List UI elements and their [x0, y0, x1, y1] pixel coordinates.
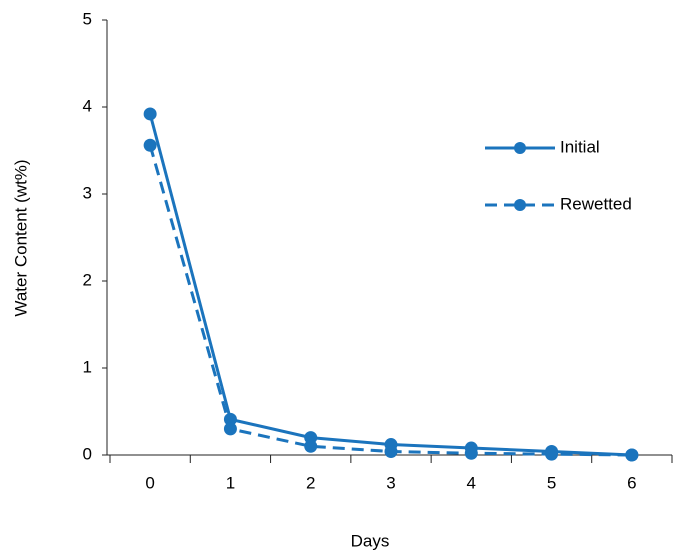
x-tick-label: 2 [306, 473, 315, 492]
series-line [148, 144, 632, 457]
y-tick-label: 1 [83, 357, 92, 376]
data-point [384, 445, 398, 459]
x-tick-label: 0 [145, 473, 154, 492]
data-point [143, 138, 157, 152]
data-point [464, 446, 478, 460]
x-tick-label: 1 [226, 473, 235, 492]
data-point [223, 422, 237, 436]
data-point [625, 448, 639, 462]
legend-label: Initial [560, 137, 600, 156]
y-tick-label: 0 [83, 444, 92, 463]
y-tick-label: 3 [83, 183, 92, 202]
data-point [143, 107, 157, 121]
x-tick-label: 5 [547, 473, 556, 492]
x-axis-ticks [109, 455, 673, 463]
y-tick-label: 4 [83, 96, 92, 115]
x-tick-label: 4 [467, 473, 476, 492]
legend-marker [514, 199, 526, 211]
y-axis-title: Water Content (wt%) [11, 159, 30, 316]
data-point [545, 447, 559, 461]
y-tick-label: 5 [83, 9, 92, 28]
data-point [304, 439, 318, 453]
y-tick-label: 2 [83, 270, 92, 289]
x-tick-label: 3 [386, 473, 395, 492]
legend-marker [514, 142, 526, 154]
x-tick-label: 6 [627, 473, 636, 492]
legend-label: Rewetted [560, 194, 632, 213]
x-axis-title: Days [351, 531, 390, 550]
